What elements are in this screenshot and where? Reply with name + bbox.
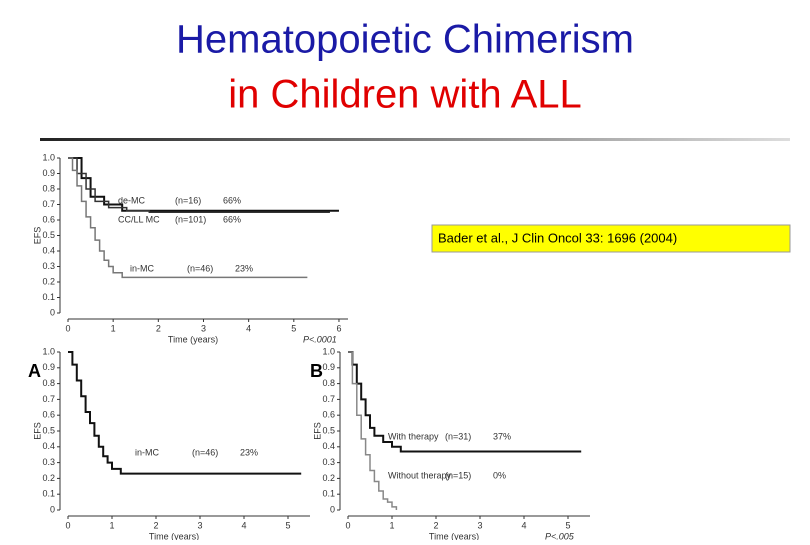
x-tick-label: 3 [201, 323, 206, 333]
y-tick-label: 0.2 [42, 276, 55, 286]
legend-pct: 37% [493, 431, 511, 441]
x-tick-label: 1 [389, 520, 394, 530]
y-tick-label: 0.9 [322, 362, 335, 372]
legend-name: CC/LL MC [118, 214, 160, 224]
y-tick-label: 0.6 [322, 410, 335, 420]
legend-n: (n=46) [187, 263, 213, 273]
x-tick-label: 1 [109, 520, 114, 530]
y-axis-title: EFS [312, 422, 322, 440]
y-tick-label: 0.5 [42, 425, 55, 435]
x-tick-label: 3 [477, 520, 482, 530]
y-tick-label: 0.7 [42, 199, 55, 209]
legend-n: (n=15) [445, 470, 471, 480]
x-tick-label: 4 [246, 323, 251, 333]
y-tick-label: 0.9 [42, 362, 55, 372]
legend-pct: 23% [235, 263, 253, 273]
x-axis-title: Time (years) [429, 531, 479, 540]
y-tick-label: 0.1 [42, 489, 55, 499]
survival-curve [68, 157, 330, 213]
y-tick-label: 0 [50, 504, 55, 514]
y-tick-label: 0.3 [322, 457, 335, 467]
legend-name: in-MC [135, 447, 159, 457]
y-tick-label: 0.8 [322, 378, 335, 388]
y-tick-label: 0.5 [322, 425, 335, 435]
y-tick-label: 0.1 [42, 292, 55, 302]
legend-pct: 66% [223, 214, 241, 224]
legend-n: (n=16) [175, 195, 201, 205]
x-tick-label: 3 [197, 520, 202, 530]
y-tick-label: 0.6 [42, 410, 55, 420]
x-tick-label: 0 [65, 520, 70, 530]
y-tick-label: 0.2 [42, 473, 55, 483]
x-tick-label: 4 [521, 520, 526, 530]
y-tick-label: 0.3 [42, 457, 55, 467]
title-line1: Hematopoietic Chimerism [176, 18, 634, 62]
legend-n: (n=31) [445, 431, 471, 441]
survival-curve [68, 157, 308, 279]
p-value: P<.005 [545, 531, 575, 540]
x-tick-label: 6 [336, 323, 341, 333]
legend-name: Without therapy [388, 470, 452, 480]
legend-n: (n=101) [175, 214, 206, 224]
survival-curve [348, 351, 582, 453]
y-tick-label: 0.1 [322, 489, 335, 499]
survival-curve [348, 351, 398, 510]
legend-pct: 0% [493, 470, 506, 480]
panel-label: B [310, 361, 323, 381]
y-tick-label: 0.4 [322, 441, 335, 451]
y-tick-label: 0.7 [42, 394, 55, 404]
x-axis-title: Time (years) [149, 531, 199, 540]
x-tick-label: 0 [345, 520, 350, 530]
y-tick-label: 1.0 [42, 152, 55, 162]
x-axis-title: Time (years) [168, 334, 218, 344]
x-tick-label: 2 [433, 520, 438, 530]
citation-box [431, 224, 791, 253]
legend-name: With therapy [388, 431, 439, 441]
x-tick-label: 5 [285, 520, 290, 530]
x-tick-label: 2 [153, 520, 158, 530]
y-tick-label: 0.8 [42, 378, 55, 388]
y-tick-label: 0.4 [42, 245, 55, 255]
y-axis-title: EFS [32, 422, 42, 440]
legend-pct: 66% [223, 195, 241, 205]
citation: Bader et al., J Clin Oncol 33: 1696 (200… [438, 230, 677, 245]
legend-n: (n=46) [192, 447, 218, 457]
p-value: P<.0001 [303, 334, 337, 344]
y-tick-label: 1.0 [42, 346, 55, 356]
x-tick-label: 2 [156, 323, 161, 333]
title-rule [40, 138, 790, 141]
x-tick-label: 5 [291, 323, 296, 333]
x-tick-label: 1 [111, 323, 116, 333]
y-tick-label: 1.0 [322, 346, 335, 356]
survival-curve [68, 351, 302, 475]
y-tick-label: 0.8 [42, 183, 55, 193]
legend-name: de-MC [118, 195, 146, 205]
y-tick-label: 0.9 [42, 168, 55, 178]
y-tick-label: 0.4 [42, 441, 55, 451]
x-tick-label: 4 [241, 520, 246, 530]
y-tick-label: 0.6 [42, 214, 55, 224]
legend-pct: 23% [240, 447, 258, 457]
x-tick-label: 0 [65, 323, 70, 333]
y-tick-label: 0.2 [322, 473, 335, 483]
y-tick-label: 0 [330, 504, 335, 514]
y-tick-label: 0 [50, 307, 55, 317]
y-tick-label: 0.5 [42, 230, 55, 240]
y-tick-label: 0.7 [322, 394, 335, 404]
legend-name: in-MC [130, 263, 154, 273]
panel-label: A [28, 361, 41, 381]
y-tick-label: 0.3 [42, 261, 55, 271]
title-line2: in Children with ALL [228, 73, 582, 117]
y-axis-title: EFS [32, 227, 42, 245]
x-tick-label: 5 [565, 520, 570, 530]
